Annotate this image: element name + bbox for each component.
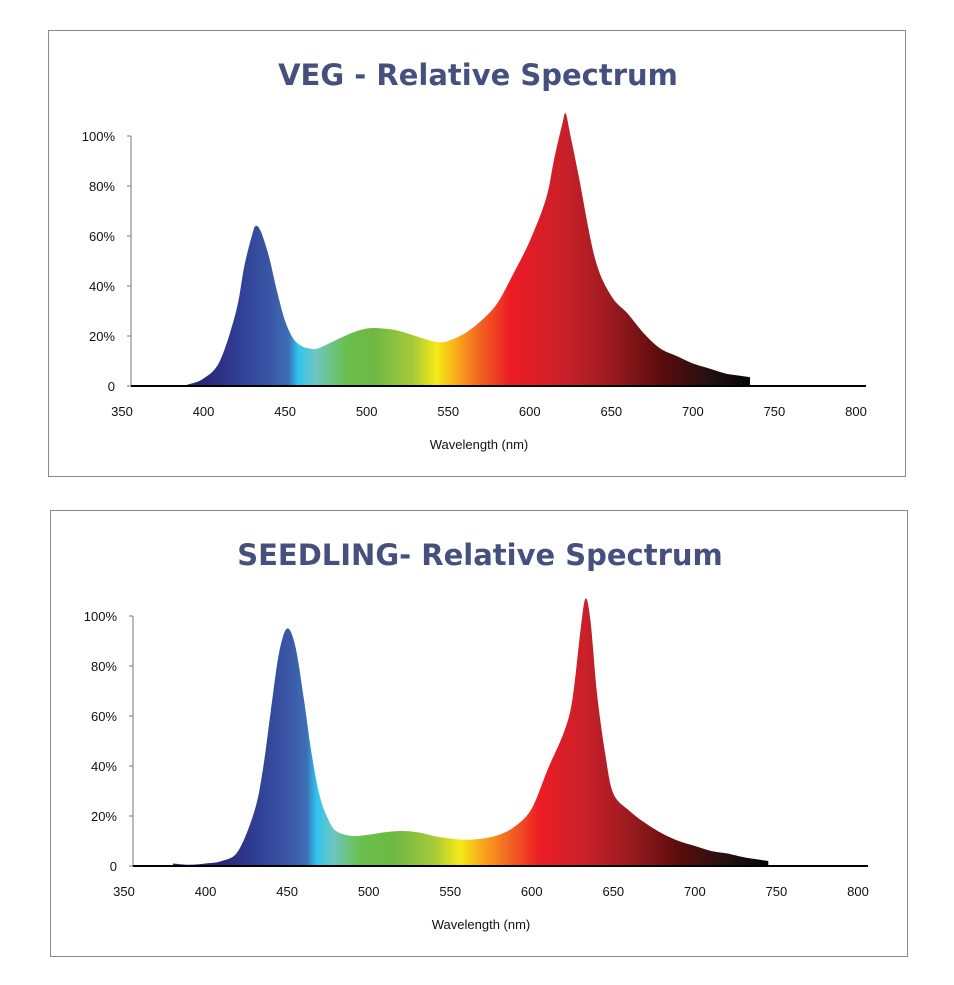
x-tick-label: 700 bbox=[682, 404, 704, 419]
y-tick-label: 40% bbox=[91, 759, 117, 774]
spectrum-area bbox=[172, 598, 769, 866]
x-tick-label: 750 bbox=[764, 404, 786, 419]
plot-area: 0 20% 40% 60% 80% 100% 350 400 450 500 550 600 650 70… bbox=[84, 598, 869, 899]
x-tick-label: 400 bbox=[193, 404, 215, 419]
seedling-spectrum-chart: SEEDLING- Relative Spectrum 0 20% 40% 60% 80… bbox=[50, 510, 908, 957]
x-tick-label: 800 bbox=[845, 404, 867, 419]
y-tick-label: 100% bbox=[82, 129, 116, 144]
x-tick-label: 650 bbox=[600, 404, 622, 419]
x-tick-label: 500 bbox=[356, 404, 378, 419]
x-tick-label: 550 bbox=[439, 884, 461, 899]
plot-area: 0 20% 40% 60% 80% 100% 350 400 450 500 550 600 650 70… bbox=[82, 112, 867, 419]
x-tick-label: 350 bbox=[111, 404, 133, 419]
x-tick-label: 600 bbox=[519, 404, 541, 419]
veg-chart-svg: VEG - Relative Spectrum 0 20% 40% 60% 80% 100… bbox=[82, 58, 867, 452]
y-tick-label: 0 bbox=[110, 859, 117, 874]
y-tick-label: 80% bbox=[91, 659, 117, 674]
seedling-chart-svg: SEEDLING- Relative Spectrum 0 20% 40% 60% 80… bbox=[84, 538, 869, 932]
chart-title: VEG - Relative Spectrum bbox=[278, 58, 678, 92]
x-tick-label: 450 bbox=[274, 404, 296, 419]
chart-title: SEEDLING- Relative Spectrum bbox=[237, 538, 723, 572]
y-tick-label: 20% bbox=[89, 329, 115, 344]
y-tick-label: 80% bbox=[89, 179, 115, 194]
x-tick-label: 450 bbox=[276, 884, 298, 899]
y-tick-label: 40% bbox=[89, 279, 115, 294]
y-tick-label: 0 bbox=[108, 379, 115, 394]
x-tick-label: 700 bbox=[684, 884, 706, 899]
x-tick-label: 650 bbox=[602, 884, 624, 899]
x-axis-label: Wavelength (nm) bbox=[432, 917, 531, 932]
x-axis-label: Wavelength (nm) bbox=[430, 437, 529, 452]
x-tick-label: 750 bbox=[766, 884, 788, 899]
y-tick-label: 60% bbox=[89, 229, 115, 244]
x-tick-label: 350 bbox=[113, 884, 135, 899]
y-tick-label: 20% bbox=[91, 809, 117, 824]
x-tick-label: 600 bbox=[521, 884, 543, 899]
x-tick-label: 400 bbox=[195, 884, 217, 899]
x-tick-label: 550 bbox=[437, 404, 459, 419]
x-tick-label: 800 bbox=[847, 884, 869, 899]
x-tick-label: 500 bbox=[358, 884, 380, 899]
y-tick-label: 60% bbox=[91, 709, 117, 724]
spectrum-area bbox=[179, 112, 750, 387]
y-tick-label: 100% bbox=[84, 609, 118, 624]
veg-spectrum-chart: VEG - Relative Spectrum 0 20% 40% 60% 80% 100… bbox=[48, 30, 906, 477]
